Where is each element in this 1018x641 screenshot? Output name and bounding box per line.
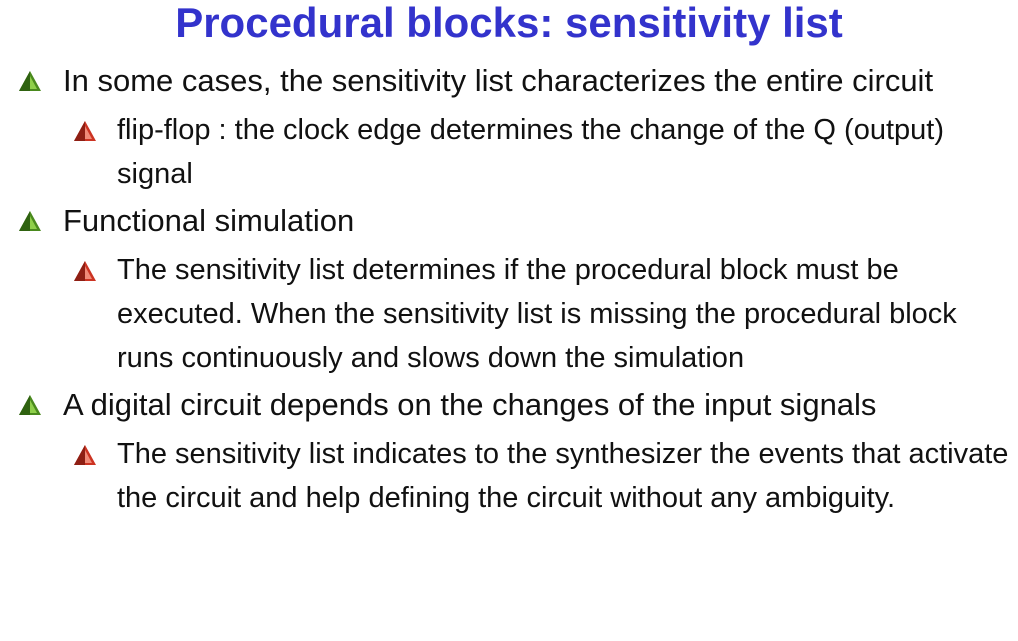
sub-bullet-text: The sensitivity list indicates to the sy… [117,438,1009,514]
bullet-text: In some cases, the sensitivity list char… [63,63,934,98]
bullet-list: In some cases, the sensitivity list char… [18,62,1013,520]
red-triangle-bullet-icon [73,120,97,142]
bullet-text: Functional simulation [63,203,355,238]
sub-bullet-list: flip-flop : the clock edge determines th… [63,108,1013,196]
red-triangle-bullet-icon [73,260,97,282]
green-triangle-bullet-icon [18,210,42,232]
sub-bullet-item: The sensitivity list determines if the p… [73,248,1013,380]
sub-bullet-text: The sensitivity list determines if the p… [117,254,957,374]
bullet-item: In some cases, the sensitivity list char… [18,62,1013,196]
bullet-item: A digital circuit depends on the changes… [18,386,1013,520]
sub-bullet-item: flip-flop : the clock edge determines th… [73,108,1013,196]
sub-bullet-item: The sensitivity list indicates to the sy… [73,432,1013,520]
red-triangle-bullet-icon [73,444,97,466]
green-triangle-bullet-icon [18,70,42,92]
sub-bullet-text: flip-flop : the clock edge determines th… [117,114,944,190]
slide-title: Procedural blocks: sensitivity list [175,0,843,46]
bullet-text: A digital circuit depends on the changes… [63,387,877,422]
bullet-item: Functional simulation The sensitivity li… [18,202,1013,380]
sub-bullet-list: The sensitivity list indicates to the sy… [63,432,1013,520]
green-triangle-bullet-icon [18,394,42,416]
sub-bullet-list: The sensitivity list determines if the p… [63,248,1013,380]
